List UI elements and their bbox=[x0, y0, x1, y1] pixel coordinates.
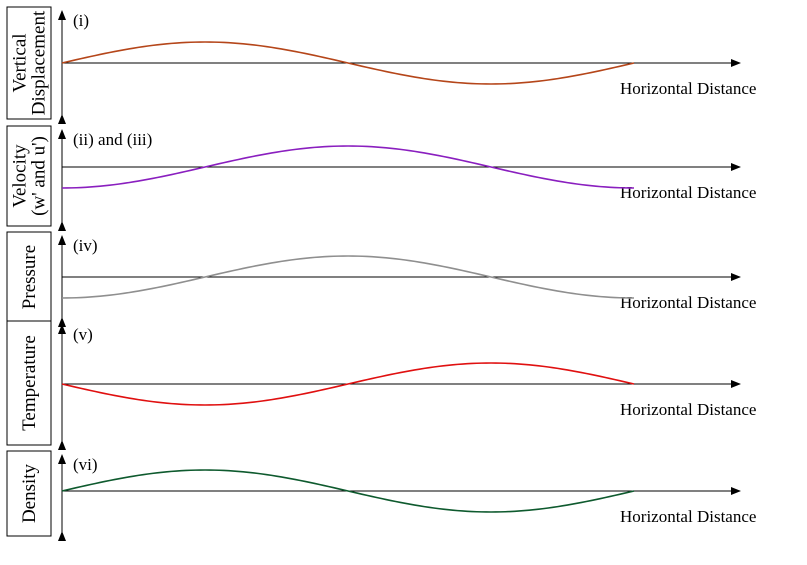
ylabel-line: Pressure bbox=[19, 245, 40, 309]
panel-ii: Velocity(w' and u') (ii) and (iii) Horizon… bbox=[6, 125, 756, 231]
x-axis-label: Horizontal Distance bbox=[620, 400, 756, 419]
ylabel-line: Displacement bbox=[29, 10, 50, 115]
ylabel-box bbox=[6, 320, 52, 446]
ylabel-line: Temperature bbox=[19, 335, 40, 431]
x-axis-label: Horizontal Distance bbox=[620, 183, 756, 202]
panel-i: VerticalDisplacement (i) Horizontal Distan… bbox=[6, 6, 756, 124]
panel-vi: Density (vi) Horizontal Distance bbox=[6, 450, 756, 541]
ylabel-box bbox=[6, 125, 52, 227]
panel-tag: (iv) bbox=[73, 236, 98, 255]
panel-tag: (vi) bbox=[73, 455, 98, 474]
panels-group: VerticalDisplacement (i) Horizontal Distan… bbox=[6, 6, 756, 541]
ylabel-box bbox=[6, 450, 52, 537]
ylabel-line: (w' and u') bbox=[29, 136, 50, 216]
ylabel-text: Pressure bbox=[19, 245, 40, 309]
x-axis-label: Horizontal Distance bbox=[620, 79, 756, 98]
wave-curve bbox=[61, 41, 635, 85]
ylabel-text: Velocity(w' and u') bbox=[10, 136, 50, 216]
panel-iv: Pressure (iv) Horizontal Distance bbox=[6, 231, 756, 327]
ylabel-box bbox=[6, 231, 52, 323]
ylabel-text: Temperature bbox=[19, 335, 40, 431]
wave-curve bbox=[61, 469, 635, 513]
panel-tag: (v) bbox=[73, 325, 93, 344]
panel-v: Temperature (v) Horizontal Distance bbox=[6, 320, 756, 450]
x-axis-label: Horizontal Distance bbox=[620, 507, 756, 526]
ylabel-text: Density bbox=[19, 463, 40, 523]
ylabel-line: Vertical bbox=[10, 33, 31, 92]
ylabel-text: VerticalDisplacement bbox=[10, 10, 50, 115]
ylabel-line: Velocity bbox=[10, 144, 31, 208]
wave-curve bbox=[61, 362, 635, 406]
wave-curve bbox=[61, 145, 635, 189]
panel-tag: (ii) and (iii) bbox=[73, 130, 152, 149]
x-axis-label: Horizontal Distance bbox=[620, 293, 756, 312]
ylabel-line: Density bbox=[19, 463, 40, 523]
wave-curve bbox=[61, 255, 635, 299]
ylabel-box bbox=[6, 6, 52, 120]
panel-tag: (i) bbox=[73, 11, 89, 30]
